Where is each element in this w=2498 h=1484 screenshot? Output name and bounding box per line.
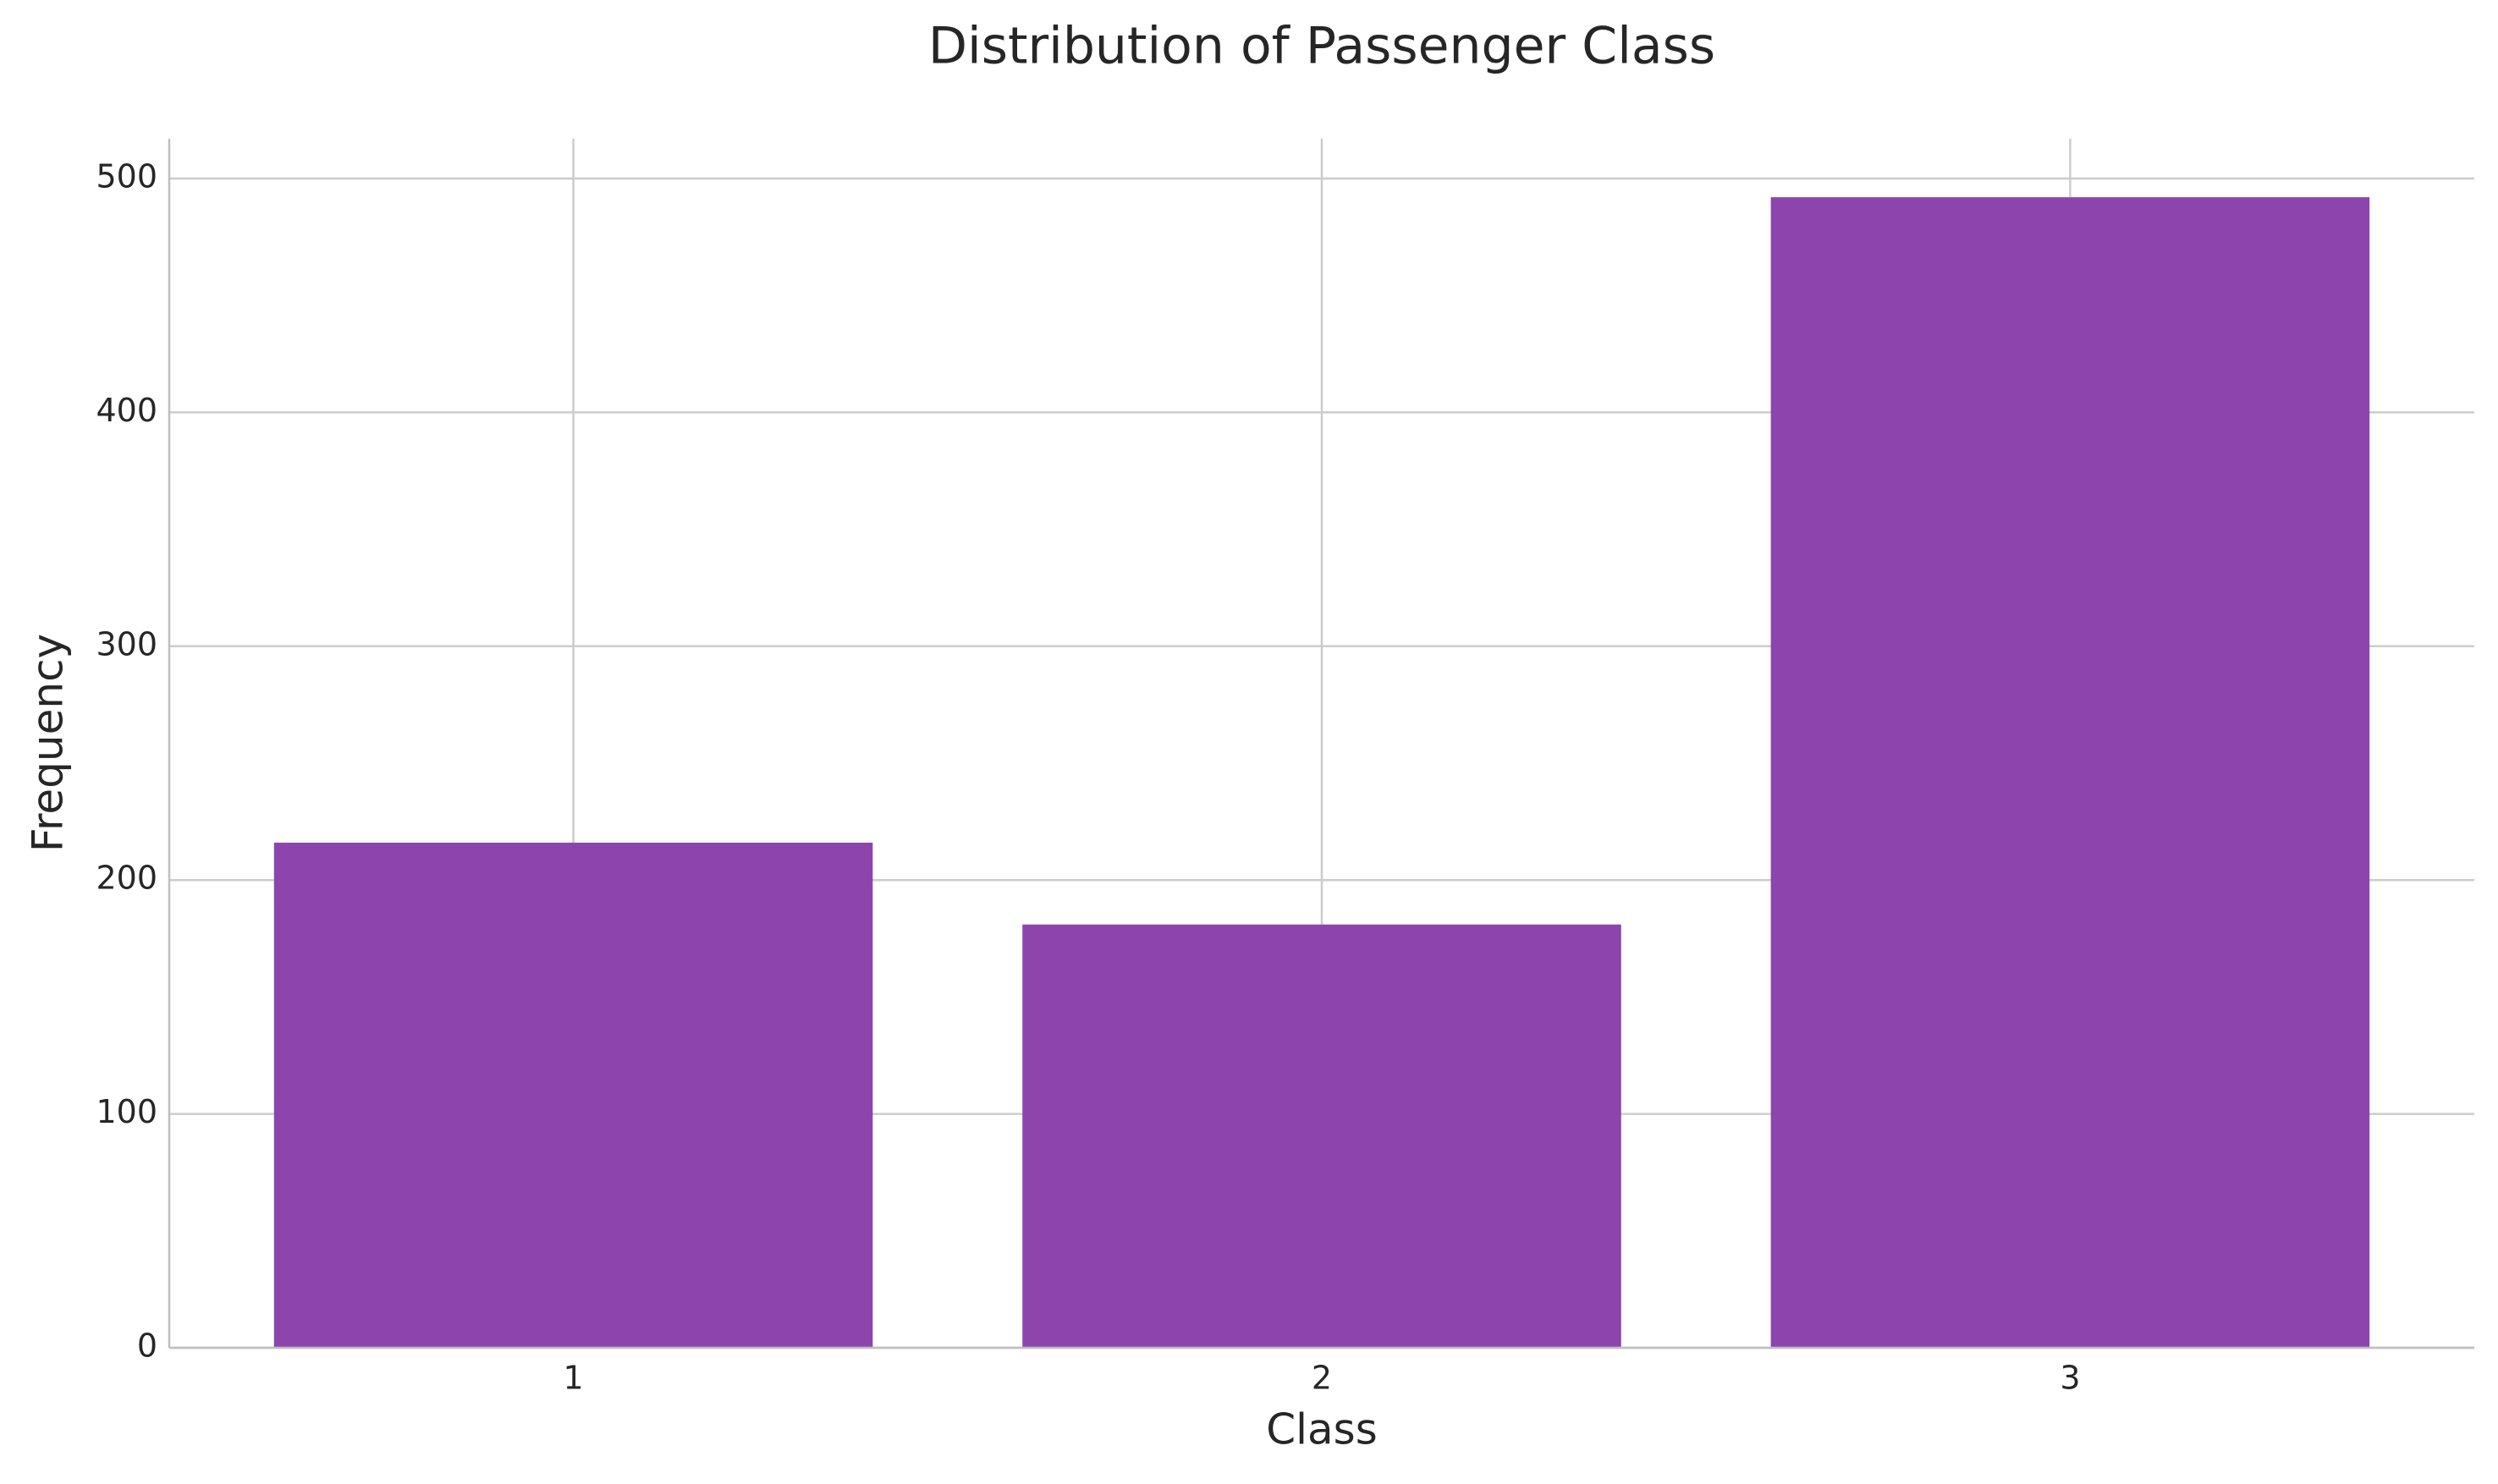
- y-tick-label: 400: [96, 392, 157, 429]
- x-axis-label: Class: [1266, 1405, 1378, 1454]
- y-tick-label: 300: [96, 625, 157, 662]
- bar-layer: [273, 197, 2370, 1348]
- bar: [273, 842, 873, 1348]
- y-tick-label: 0: [137, 1327, 157, 1365]
- x-tick-label: 1: [563, 1360, 583, 1397]
- bar: [1770, 197, 2370, 1348]
- y-tick-label: 100: [96, 1093, 157, 1130]
- x-tick-label: 2: [1312, 1360, 1332, 1397]
- y-axis-label: Frequency: [24, 634, 73, 852]
- bar: [1022, 924, 1621, 1348]
- y-tick-label: 500: [96, 157, 157, 195]
- x-tick-label: 3: [2060, 1360, 2080, 1397]
- chart-title: Distribution of Passenger Class: [928, 17, 1715, 76]
- y-tick-label: 200: [96, 860, 157, 897]
